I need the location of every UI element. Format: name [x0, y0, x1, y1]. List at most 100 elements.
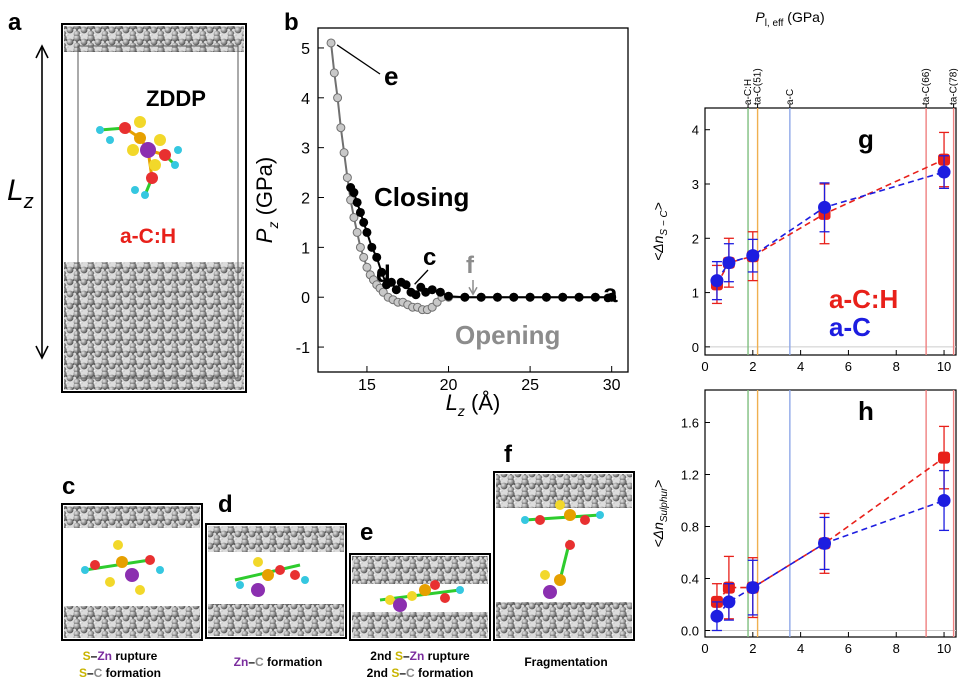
- data-point: [362, 262, 372, 272]
- plot-frame: [704, 107, 957, 356]
- data-point: [435, 287, 445, 297]
- panel-label-f: f: [504, 441, 513, 468]
- data-point: [722, 595, 736, 609]
- annotation-c: c: [423, 244, 436, 271]
- data-point: [444, 291, 454, 301]
- data-point: [492, 292, 502, 302]
- x-tick-label: 8: [893, 641, 900, 656]
- annotation-closing: Closing: [374, 182, 469, 212]
- chart-b: 15 20 25 30 -1 0 1 2 3 4 5 Lz (Å) Pz (GPa) e Closing d c…: [252, 27, 629, 419]
- data-point: [818, 200, 832, 214]
- data-point: [541, 292, 551, 302]
- annotation-e: e: [384, 61, 398, 91]
- data-point: [377, 267, 387, 277]
- y-tick-label: 1.6: [681, 416, 699, 431]
- annotation-d: d: [376, 261, 391, 288]
- x-tick-label: 15: [358, 377, 376, 394]
- snapshot-e: e: [349, 519, 491, 641]
- caption-e-line2: 2nd S–C formation: [367, 666, 474, 680]
- legend-a-C: a-C: [829, 312, 871, 342]
- data-point: [574, 292, 584, 302]
- y-tick-label: 2: [692, 231, 699, 246]
- data-point: [710, 609, 724, 623]
- x-tick-label: 4: [797, 641, 804, 656]
- data-point: [476, 292, 486, 302]
- caption-f-line1: Fragmentation: [524, 655, 607, 669]
- y-tick-label: 0.8: [681, 520, 699, 535]
- data-point: [355, 242, 365, 252]
- lz-arrow: [35, 44, 49, 360]
- x-tick-label: 10: [937, 641, 951, 656]
- data-point: [746, 249, 760, 263]
- panel-label-b: b: [284, 9, 299, 36]
- y-tick-label: 2: [301, 191, 310, 208]
- series-line-a-C-H: [716, 456, 945, 603]
- y-tick-label: 0.4: [681, 572, 699, 587]
- y-axis-label-h: <ΔnSulphur>: [650, 479, 670, 547]
- lz-label: Lz: [7, 174, 34, 213]
- data-point: [406, 287, 416, 297]
- data-point: [590, 292, 600, 302]
- data-point: [372, 252, 382, 262]
- plot-frame: [317, 27, 629, 373]
- x-tick-label: 0: [701, 641, 708, 656]
- panel-label-d: d: [218, 491, 233, 518]
- snapshot-f: f: [493, 441, 635, 641]
- zddp-label: ZDDP: [146, 86, 206, 111]
- annotation-arrow-c: [414, 269, 429, 285]
- data-point: [333, 93, 343, 103]
- chart-g: a-C:Hta-C(51) a-C ta-C(66) ta-C(78)0 2 4 6 8 100…: [650, 68, 958, 374]
- y-tick-label: 3: [301, 141, 310, 158]
- annotation-f: f: [466, 252, 475, 279]
- x-tick-label: 10: [937, 359, 951, 374]
- data-point: [362, 227, 372, 237]
- data-point: [509, 292, 519, 302]
- data-point: [355, 207, 365, 217]
- top-axis-label: Pl, eff (GPa): [755, 9, 824, 29]
- y-tick-label: 1: [301, 240, 310, 257]
- annotation-arrowhead-f: [468, 286, 478, 296]
- data-point: [938, 451, 951, 464]
- reference-line-label: ta-C(66): [921, 68, 932, 105]
- reference-line-label: ta-C(51): [753, 68, 764, 105]
- data-point: [352, 197, 362, 207]
- annotation-arrow-d: [382, 278, 388, 287]
- data-point: [359, 217, 369, 227]
- reference-line-label: a-C:H: [743, 79, 754, 105]
- y-tick-label: 0: [301, 290, 310, 307]
- y-tick-label: 0.0: [681, 624, 699, 639]
- data-point: [818, 536, 832, 550]
- y-tick-label: 3: [692, 177, 699, 192]
- data-point: [937, 165, 951, 179]
- zddp-molecule: [96, 116, 182, 199]
- x-tick-label: 4: [797, 359, 804, 374]
- data-point: [329, 68, 339, 78]
- panel-label-g: g: [858, 124, 874, 154]
- y-tick-label: -1: [296, 340, 310, 357]
- y-axis-label-g: <ΔnS − C>: [650, 202, 670, 261]
- data-point: [710, 274, 724, 288]
- data-point: [339, 148, 349, 158]
- x-tick-label: 30: [603, 377, 621, 394]
- y-tick-label: 1: [692, 286, 699, 301]
- caption-d-line1: Zn–C formation: [234, 655, 323, 669]
- x-tick-label: 25: [521, 377, 539, 394]
- legend-a-C-H: a-C:H: [829, 284, 898, 314]
- series-line-a-C: [716, 171, 945, 282]
- data-point: [607, 292, 617, 302]
- data-point: [391, 285, 401, 295]
- series-line-a-C-H: [716, 158, 945, 285]
- data-point: [367, 242, 377, 252]
- data-point: [336, 123, 346, 133]
- annotation-arrow-e: [336, 44, 381, 75]
- data-point: [558, 292, 568, 302]
- data-point: [746, 581, 760, 595]
- y-tick-label: 0: [692, 340, 699, 355]
- data-point: [525, 292, 535, 302]
- substrate-label: a-C:H: [120, 225, 176, 248]
- x-tick-label: 6: [845, 359, 852, 374]
- x-tick-label: 8: [893, 359, 900, 374]
- x-axis-label: Lz (Å): [446, 390, 501, 419]
- plot-frame: [704, 389, 957, 638]
